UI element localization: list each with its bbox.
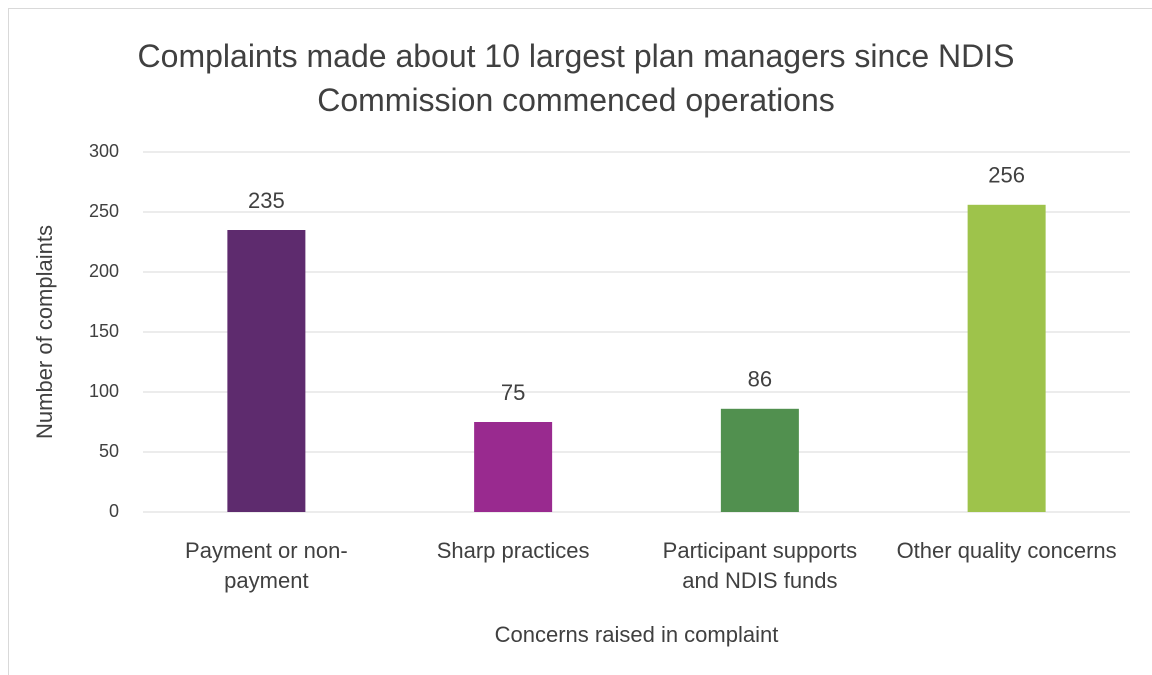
y-tick-label: 0	[109, 501, 119, 521]
x-axis-title: Concerns raised in complaint	[494, 622, 779, 647]
x-tick-label: Participant supports and NDIS funds	[662, 538, 858, 593]
chart-title: Complaints made about 10 largest plan ma…	[137, 38, 1015, 118]
y-tick-label: 200	[89, 261, 119, 281]
y-axis-title: Number of complaints	[32, 225, 57, 439]
x-tick-label: Other quality concerns	[896, 538, 1117, 563]
y-tick-label: 250	[89, 201, 119, 221]
x-tick-label: Payment or non-payment	[185, 538, 348, 593]
y-tick-label: 50	[99, 441, 119, 461]
data-label: 235	[248, 188, 285, 213]
data-label: 75	[501, 380, 525, 405]
y-tick-label: 150	[89, 321, 119, 341]
y-tick-label: 100	[89, 381, 119, 401]
data-label: 86	[748, 367, 772, 392]
chart-border	[8, 8, 1152, 675]
bar	[967, 204, 1046, 513]
y-tick-label: 300	[89, 141, 119, 161]
bar	[474, 422, 553, 512]
x-tick-label: Sharp practices	[436, 538, 590, 563]
bar	[720, 408, 799, 512]
bar	[227, 230, 306, 512]
data-label: 256	[988, 163, 1025, 188]
